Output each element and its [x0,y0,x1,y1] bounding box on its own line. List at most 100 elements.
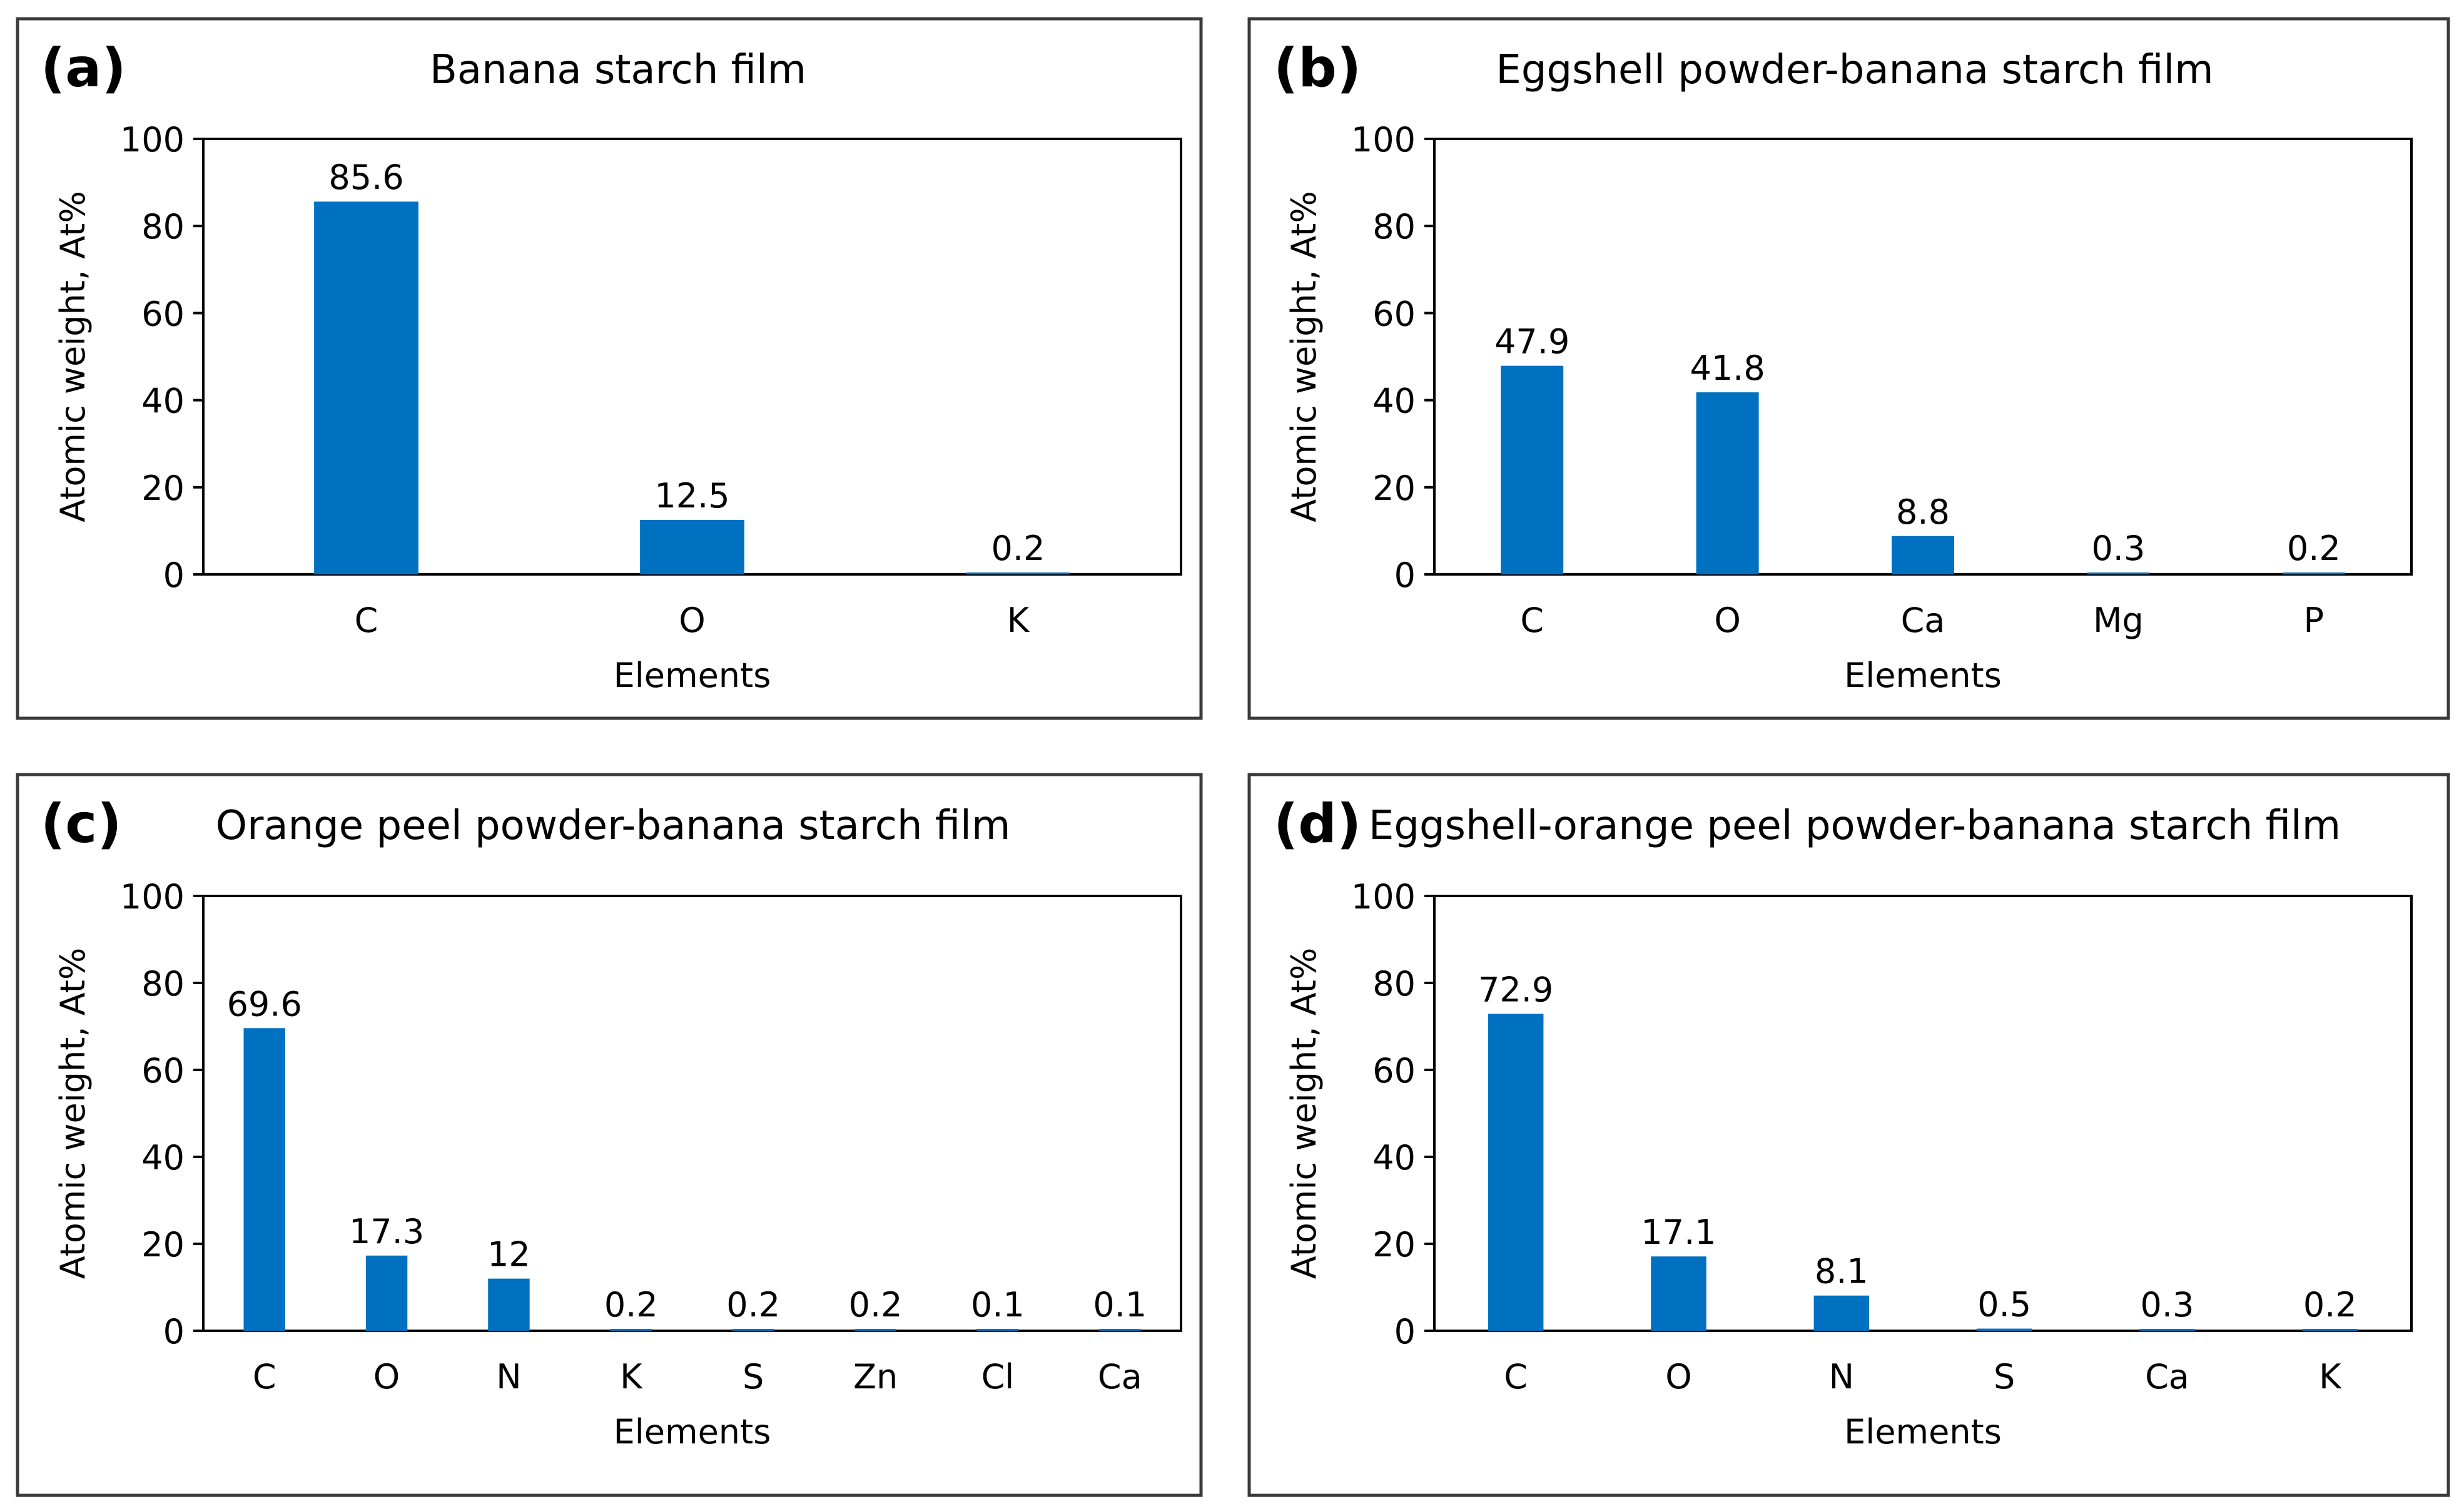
y-tick-label: 60 [141,294,185,333]
y-axis-label: Atomic weight, At% [1284,191,1324,522]
y-tick-label: 40 [1372,1138,1416,1178]
bar-O [1651,1256,1706,1331]
plot-area [1433,895,2413,1332]
data-label: 8.1 [1815,1252,1868,1291]
y-tick-label: 0 [1394,556,1416,595]
bar-N [488,1278,530,1331]
bar-K [2302,1329,2358,1331]
bar-C [314,201,418,574]
x-tick-label: N [496,1357,521,1397]
panel-frame [16,17,1203,720]
x-tick-label: Ca [1901,601,1945,640]
x-tick-label: Zn [853,1357,898,1397]
bar-O [1696,392,1759,574]
bar-S [1976,1328,2032,1331]
data-label: 17.3 [349,1212,424,1251]
x-tick-label: Cl [981,1357,1015,1397]
y-tick-label: 100 [1351,120,1416,160]
x-tick-label: K [1007,601,1030,640]
data-label: 47.9 [1494,322,1569,362]
x-tick-label: C [1520,601,1544,640]
y-tick-label: 80 [141,207,185,247]
x-tick-label: O [1665,1357,1692,1397]
y-axis-label: Atomic weight, At% [53,191,93,522]
data-label: 12.5 [654,476,729,516]
x-tick-label: O [373,1357,400,1397]
x-tick-label: O [679,601,706,640]
y-tick-label: 20 [141,1225,185,1264]
y-tick-label: 40 [141,382,185,421]
panel-label: (a) [41,37,126,99]
data-label: 41.8 [1690,348,1765,388]
data-label: 0.2 [849,1285,903,1325]
x-axis-label: Elements [1844,1412,2002,1452]
x-tick-label: C [1504,1357,1528,1397]
bar-S [732,1329,774,1331]
y-tick-label: 40 [141,1138,185,1178]
panel-frame [1247,773,2450,1497]
y-tick-label: 40 [1372,382,1416,421]
chart-title: Banana starch film [430,47,806,93]
data-label: 12 [487,1235,530,1274]
data-label: 0.5 [1977,1285,2031,1325]
x-tick-label: S [1994,1357,2015,1397]
x-tick-label: Ca [2145,1357,2189,1397]
bar-O [640,520,744,574]
y-tick-label: 60 [1372,1051,1416,1091]
plot-area [202,895,1182,1332]
bar-Ca [2139,1329,2195,1331]
x-tick-label: Ca [1098,1357,1142,1397]
chart-title: Eggshell-orange peel powder-banana starc… [1369,803,2341,849]
bar-P [2282,572,2345,574]
x-tick-label: N [1829,1357,1854,1397]
y-axis-label: Atomic weight, At% [53,948,93,1280]
bar-Zn [854,1329,896,1331]
panel-frame [16,773,1203,1497]
y-tick-label: 0 [163,556,185,595]
data-label: 0.2 [991,529,1045,568]
data-label: 8.8 [1896,492,1950,532]
x-tick-label: Mg [2093,601,2144,640]
chart-panel-2: (b) Eggshell powder-banana starch film 0 20… [1247,17,2450,720]
bar-Ca [1099,1329,1141,1331]
bar-N [1813,1295,1870,1331]
chart-title: Eggshell powder-banana starch film [1496,47,2213,93]
bar-C [1501,365,1564,574]
bar-Mg [2087,572,2150,574]
data-label: 0.3 [2091,529,2145,568]
y-tick-label: 80 [1372,207,1416,247]
x-tick-label: P [2304,601,2325,640]
y-tick-label: 100 [120,877,185,917]
bar-O [365,1255,408,1331]
data-label: 72.9 [1478,970,1553,1009]
panel-label: (c) [41,793,122,855]
data-label: 0.2 [2303,1285,2357,1325]
y-tick-label: 20 [141,469,185,508]
bar-K [966,572,1070,574]
chart-title: Orange peel powder-banana starch film [216,803,1011,849]
y-tick-label: 80 [141,964,185,1004]
y-tick-label: 100 [1351,877,1416,917]
data-label: 0.2 [726,1285,780,1325]
bar-K [610,1329,652,1331]
data-label: 0.2 [604,1285,658,1325]
y-tick-label: 20 [1372,469,1416,508]
data-label: 0.1 [1093,1285,1147,1325]
panel-label: (b) [1274,37,1361,99]
y-tick-label: 80 [1372,964,1416,1004]
y-axis-label: Atomic weight, At% [1284,948,1324,1280]
data-label: 0.1 [971,1285,1025,1325]
y-tick-label: 60 [141,1051,185,1091]
x-tick-label: C [355,601,378,640]
chart-panel-4: (d) Eggshell-orange peel powder-banana st… [1247,773,2450,1497]
bar-C [243,1028,285,1331]
x-axis-label: Elements [1844,656,2002,695]
data-label: 0.3 [2141,1285,2194,1325]
y-tick-label: 0 [163,1312,185,1351]
panel-label: (d) [1274,793,1361,855]
x-tick-label: K [620,1357,643,1397]
y-tick-label: 0 [1394,1312,1416,1351]
x-tick-label: C [253,1357,276,1397]
panel-frame [1247,17,2450,720]
x-tick-label: O [1714,601,1741,640]
